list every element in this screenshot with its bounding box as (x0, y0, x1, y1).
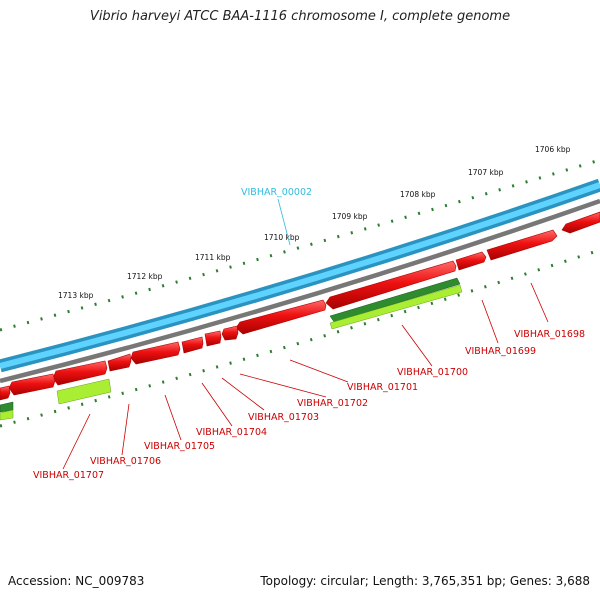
gene-light-green-c (0, 409, 14, 421)
gene-label: VIBHAR_01705 (144, 441, 215, 452)
gene-label: VIBHAR_01704 (196, 427, 267, 438)
kbp-label: 1713 kbp (58, 291, 94, 300)
gene-label: VIBHAR_01706 (90, 456, 161, 467)
gene-vibhar-01707-a (107, 353, 132, 372)
gene-label: VIBHAR_01701 (347, 382, 418, 393)
backbone-tracks (0, 178, 600, 384)
gene-label: VIBHAR_01700 (397, 367, 468, 378)
gene-vibhar-01705 (181, 336, 204, 354)
leader-vibhar-01704 (201, 382, 233, 427)
kbp-label: 1708 kbp (400, 190, 436, 199)
gene-label: VIBHAR_00002 (241, 187, 312, 198)
backbone-line (0, 198, 600, 384)
leader-vibhar-01699 (481, 299, 499, 344)
leader-vibhar-01703 (221, 377, 265, 411)
kbp-label: 1712 kbp (127, 272, 163, 281)
leader-vibhar-01700 (401, 324, 433, 367)
gene-vibhar-01704 (204, 330, 222, 347)
gene-light-green-a (329, 284, 463, 330)
gene-vibhar-01700 (455, 251, 487, 271)
gene-vibhar-01699 (486, 229, 558, 261)
gene-vibhar-01706 (130, 341, 181, 365)
gene-vibhar-01703 (221, 325, 239, 341)
gene-red-left-2 (0, 385, 11, 401)
gene-label: VIBHAR_01707 (33, 470, 104, 481)
leader-vibhar-01698 (530, 282, 549, 323)
leader-vibhar-01701 (289, 359, 349, 383)
kbp-label: 1711 kbp (195, 253, 231, 262)
accession-text: Accession: NC_009783 (8, 574, 145, 588)
gene-dark-green-a (329, 277, 461, 323)
kbp-label: 1706 kbp (535, 145, 571, 154)
gene-vibhar-01698 (561, 211, 600, 234)
gene-labels[interactable]: VIBHAR_00002 VIBHAR_01698 VIBHAR_01699 V… (33, 187, 585, 481)
label-leader-lines (62, 198, 549, 470)
leader-vibhar-01705 (164, 394, 182, 441)
red-genes[interactable] (0, 211, 600, 401)
gene-light-green-b (56, 378, 112, 405)
kbp-label: 1710 kbp (264, 233, 300, 242)
gene-label: VIBHAR_01702 (297, 398, 368, 409)
kbp-scale: 1713 kbp 1712 kbp 1711 kbp 1710 kbp 1709… (58, 145, 571, 300)
gene-label: VIBHAR_01698 (514, 329, 585, 340)
forward-strand-band (0, 178, 600, 373)
forward-strand-band-highlight (0, 182, 600, 369)
leader-vibhar-01702 (239, 373, 327, 398)
leader-vibhar-00002 (277, 198, 291, 246)
gene-vibhar-01701 (325, 260, 457, 310)
leader-vibhar-01706 (121, 403, 130, 456)
gene-label: VIBHAR_01699 (465, 346, 536, 357)
gene-label: VIBHAR_01703 (248, 412, 319, 423)
green-genes[interactable] (0, 277, 463, 421)
kbp-label: 1709 kbp (332, 212, 368, 221)
map-title: Vibrio harveyi ATCC BAA-1116 chromosome … (89, 9, 511, 24)
kbp-label: 1707 kbp (468, 168, 504, 177)
leader-vibhar-01707 (62, 413, 91, 470)
genome-summary-text: Topology: circular; Length: 3,765,351 bp… (260, 574, 590, 588)
